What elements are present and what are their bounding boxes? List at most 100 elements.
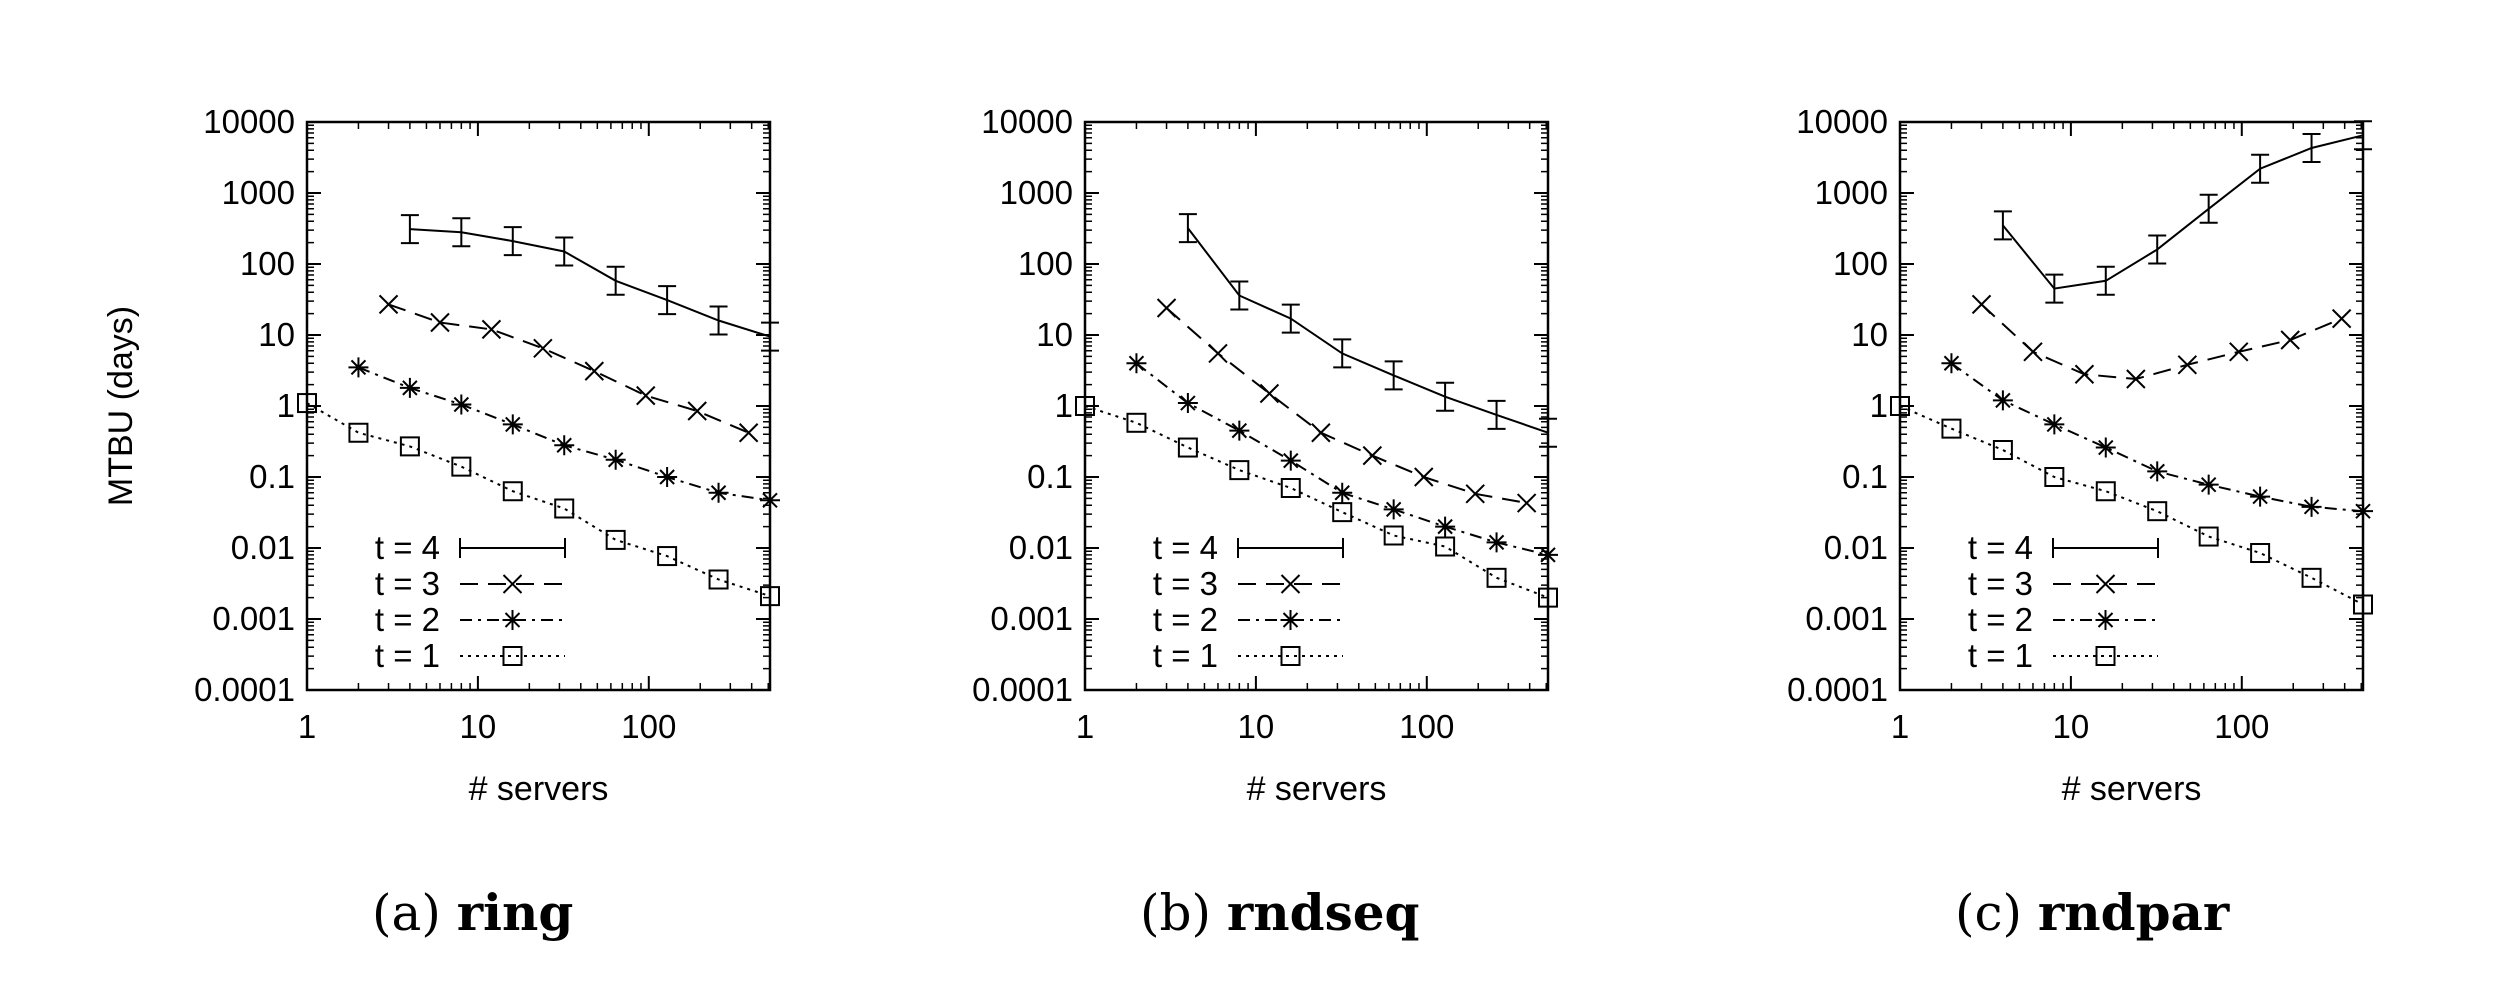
legend-label: t = 1 xyxy=(375,637,440,674)
caption-name: rndpar xyxy=(2038,883,2230,942)
legend-entry: t = 1 xyxy=(1968,637,2158,674)
legend-label: t = 2 xyxy=(1968,601,2033,638)
data-point xyxy=(2250,543,2271,564)
data-point xyxy=(760,586,780,607)
y-tick-label: 0.001 xyxy=(212,600,295,637)
y-tick-label: 0.0001 xyxy=(1787,671,1888,708)
data-point xyxy=(1435,536,1456,557)
legend-label: t = 1 xyxy=(1968,637,2033,674)
data-point xyxy=(708,482,729,503)
series-line xyxy=(1899,405,2364,606)
legend-label: t = 2 xyxy=(375,601,440,638)
legend-errorbar xyxy=(2052,538,2159,558)
series-line xyxy=(2002,134,2364,290)
data-point xyxy=(503,226,522,257)
data-point xyxy=(738,423,759,443)
data-point xyxy=(2045,273,2064,304)
legend-entry: t = 1 xyxy=(1153,637,1343,674)
x-tick-label: 100 xyxy=(1399,708,1454,745)
data-point xyxy=(1971,294,1992,315)
data-point xyxy=(2251,153,2270,184)
legend-marker xyxy=(502,574,523,594)
data-point xyxy=(2331,308,2352,329)
data-point xyxy=(2198,474,2219,495)
caption-name: rndseq xyxy=(1227,883,1420,942)
data-point xyxy=(1435,516,1456,537)
data-point xyxy=(1281,303,1300,334)
legend-label: t = 3 xyxy=(1968,565,2033,602)
data-point xyxy=(1383,499,1404,520)
data-point xyxy=(2354,120,2372,151)
data-point xyxy=(1178,213,1197,244)
data-point xyxy=(1538,544,1558,565)
y-tick-label: 10 xyxy=(258,316,295,353)
series-t1 xyxy=(1075,396,1558,608)
data-point xyxy=(1383,525,1404,546)
data-point xyxy=(400,214,419,245)
legend-entry: t = 3 xyxy=(375,565,565,602)
data-point xyxy=(2023,342,2043,362)
data-point xyxy=(2148,234,2167,265)
data-point xyxy=(399,377,420,398)
data-point xyxy=(2280,330,2300,350)
data-point xyxy=(2353,594,2373,615)
y-tick-label: 0.01 xyxy=(231,529,295,566)
series-t2 xyxy=(1126,353,1558,565)
series-t3 xyxy=(1971,294,2352,389)
data-point xyxy=(1539,417,1557,448)
data-point xyxy=(709,305,728,336)
series-t1 xyxy=(1890,396,2373,615)
series-t2 xyxy=(1941,353,2373,522)
y-axis-label: MTBU (days) xyxy=(102,306,140,506)
data-point xyxy=(708,569,729,590)
y-tick-label: 0.001 xyxy=(1805,600,1888,637)
series-t4 xyxy=(1993,120,2372,304)
data-point xyxy=(1486,532,1507,553)
data-point xyxy=(1992,440,2013,461)
x-tick-label: 1 xyxy=(298,708,316,745)
data-point xyxy=(2250,486,2271,507)
data-point xyxy=(657,467,678,487)
data-point xyxy=(1362,445,1383,466)
series-line xyxy=(1084,405,1549,599)
legend-entry: t = 1 xyxy=(375,637,565,674)
data-point xyxy=(1280,450,1301,471)
legend-entry: t = 2 xyxy=(1153,601,1343,638)
y-tick-label: 1000 xyxy=(1000,174,1073,211)
data-point xyxy=(1487,399,1506,430)
data-point xyxy=(658,285,677,316)
caption-name: ring xyxy=(457,883,574,942)
data-point xyxy=(502,414,523,435)
series-t1 xyxy=(297,393,780,607)
data-point xyxy=(502,481,523,502)
data-point xyxy=(1516,493,1537,513)
data-point xyxy=(760,490,780,511)
y-tick-label: 100 xyxy=(240,245,295,282)
caption-label: (c) xyxy=(1955,884,2038,942)
data-point xyxy=(481,319,502,340)
y-tick-label: 0.01 xyxy=(1824,529,1888,566)
data-point xyxy=(554,435,575,456)
caption-label: (a) xyxy=(372,884,457,942)
x-axis-label: # servers xyxy=(1247,770,1387,808)
data-point xyxy=(2147,501,2168,522)
legend-errorbar xyxy=(1237,538,1344,558)
data-point xyxy=(2177,355,2198,375)
legend-marker xyxy=(1280,610,1301,630)
data-point xyxy=(605,529,626,550)
data-point xyxy=(452,217,471,248)
data-point xyxy=(1992,390,2013,411)
legend-marker xyxy=(2095,574,2116,594)
data-point xyxy=(2044,414,2065,435)
x-tick-label: 100 xyxy=(621,708,676,745)
y-tick-label: 10000 xyxy=(203,103,295,140)
data-point xyxy=(533,338,553,358)
data-point xyxy=(584,361,605,381)
x-axis-label: # servers xyxy=(2062,770,2202,808)
chart-panel-rndseq: 0.0001 0.001 0.01 0.1 1 10 100 1000 10000 1 10 100 #… xyxy=(972,103,1558,942)
data-point xyxy=(399,436,420,457)
data-point xyxy=(1208,343,1228,364)
data-point xyxy=(1126,353,1147,374)
series-line xyxy=(358,366,771,502)
